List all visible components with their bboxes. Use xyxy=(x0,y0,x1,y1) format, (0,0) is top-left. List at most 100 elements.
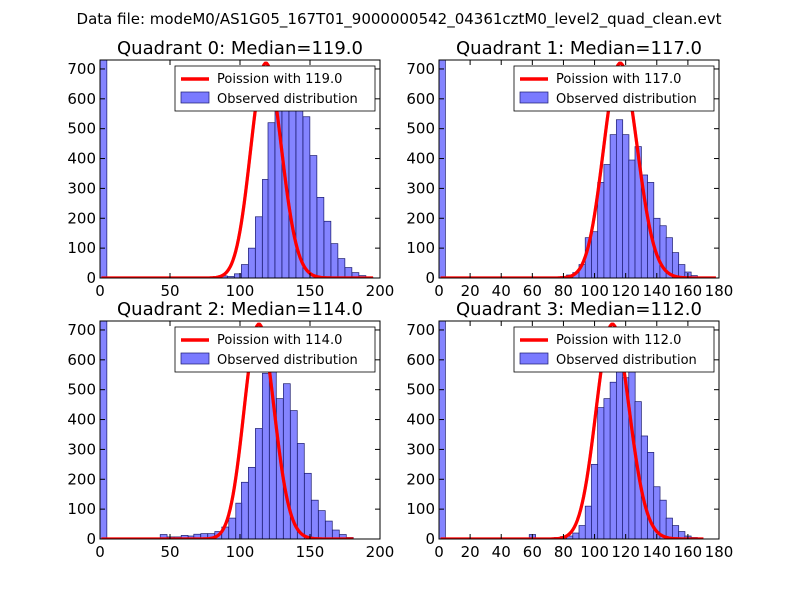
x-tick-label: 20 xyxy=(461,282,480,300)
legend: Poission with 114.0 Observed distribution xyxy=(174,326,376,373)
histogram-bar xyxy=(311,499,319,539)
y-tick-label: 0 xyxy=(86,530,96,548)
y-tick-label: 100 xyxy=(406,500,435,518)
x-tick-label: 0 xyxy=(434,543,444,561)
panel-title: Quadrant 3: Median=112.0 xyxy=(456,299,702,320)
histogram-bar xyxy=(323,220,332,278)
legend-label-poisson: Poission with 114.0 xyxy=(217,333,342,348)
x-tick-label: 60 xyxy=(523,282,542,300)
x-tick-label: 40 xyxy=(492,282,511,300)
poisson-curve xyxy=(440,61,716,278)
histogram-bar xyxy=(228,517,237,539)
x-tick-label: 50 xyxy=(160,282,179,300)
histogram-bar xyxy=(330,243,339,278)
panel-title: Quadrant 1: Median=117.0 xyxy=(456,38,702,59)
axes-frame xyxy=(438,320,720,540)
x-tick-label: 120 xyxy=(611,543,640,561)
histogram-bar xyxy=(615,119,624,278)
x-tick-label: 160 xyxy=(674,282,703,300)
figure-suptitle: Data file: modeM0/AS1G05_167T01_90000005… xyxy=(77,10,722,29)
legend-label-poisson: Poission with 117.0 xyxy=(556,72,681,87)
x-tick-label: 80 xyxy=(554,543,573,561)
histogram-bar xyxy=(309,155,318,278)
panel-title: Quadrant 2: Median=114.0 xyxy=(117,299,363,320)
y-tick-label: 400 xyxy=(406,411,435,429)
panel-quadrant-2: Quadrant 2: Median=114.0 0 100 200 300 400 50… xyxy=(67,299,394,561)
poisson-curve xyxy=(440,322,704,539)
x-tick-label: 200 xyxy=(366,543,395,561)
x-tick-label: 100 xyxy=(226,543,255,561)
y-tick-label: 700 xyxy=(67,321,96,339)
histogram-bar xyxy=(678,264,686,278)
x-tick-label: 60 xyxy=(523,543,542,561)
legend-bar-swatch xyxy=(519,91,549,104)
y-tick-label: 700 xyxy=(406,321,435,339)
x-tick-label: 50 xyxy=(160,543,179,561)
y-tick-label: 300 xyxy=(67,440,96,458)
x-tick-label: 180 xyxy=(705,543,734,561)
histogram-bar xyxy=(100,321,108,539)
x-tick-label: 0 xyxy=(434,282,444,300)
y-tick-label: 600 xyxy=(406,351,435,369)
x-tick-label: 40 xyxy=(492,543,511,561)
legend: Poission with 119.0 Observed distribution xyxy=(174,65,376,112)
histogram-bar xyxy=(316,197,325,278)
legend-label-observed: Observed distribution xyxy=(556,92,697,107)
histogram-bar xyxy=(255,216,263,278)
histogram-bar xyxy=(248,466,256,539)
histogram-bar xyxy=(100,60,108,278)
y-tick-label: 500 xyxy=(406,381,435,399)
x-tick-label: 80 xyxy=(554,282,573,300)
histogram-bar xyxy=(302,116,311,278)
y-tick-label: 600 xyxy=(67,351,96,369)
y-tick-label: 300 xyxy=(406,440,435,458)
histogram-bar xyxy=(591,231,599,278)
x-tick-label: 160 xyxy=(674,543,703,561)
legend-box xyxy=(513,65,715,112)
histogram-bar xyxy=(241,481,249,539)
y-tick-label: 300 xyxy=(406,179,435,197)
histogram-bar xyxy=(304,472,312,539)
histogram-bar xyxy=(248,247,256,278)
legend-label-observed: Observed distribution xyxy=(556,353,697,368)
histogram-bar xyxy=(572,532,580,539)
histogram-bar xyxy=(622,134,630,278)
y-tick-label: 500 xyxy=(67,381,96,399)
histogram-bar xyxy=(318,510,326,539)
y-tick-label: 200 xyxy=(67,209,96,227)
plot-area xyxy=(439,60,716,278)
y-tick-label: 200 xyxy=(406,209,435,227)
plot-area xyxy=(100,321,354,539)
y-tick-label: 100 xyxy=(406,239,435,257)
histogram-bar xyxy=(609,134,617,278)
legend-label-poisson: Poission with 112.0 xyxy=(556,333,681,348)
y-tick-label: 0 xyxy=(86,269,96,287)
histogram-bar xyxy=(665,517,673,539)
y-tick-label: 0 xyxy=(425,530,435,548)
panel-title: Quadrant 0: Median=119.0 xyxy=(117,38,363,59)
y-tick-label: 600 xyxy=(67,90,96,108)
legend-box xyxy=(513,326,715,373)
legend: Poission with 112.0 Observed distribution xyxy=(513,326,715,373)
histogram-bar xyxy=(439,321,446,539)
histogram-bar xyxy=(578,525,586,539)
axes-frame xyxy=(438,59,720,279)
histogram-bar xyxy=(241,264,249,278)
histogram-bar xyxy=(339,534,347,539)
legend-bar-swatch xyxy=(180,91,210,104)
y-tick-label: 400 xyxy=(67,150,96,168)
x-tick-label: 0 xyxy=(95,543,105,561)
x-tick-label: 140 xyxy=(642,282,671,300)
histogram-bar xyxy=(603,398,611,539)
y-tick-label: 700 xyxy=(406,60,435,78)
x-tick-label: 180 xyxy=(705,282,734,300)
y-tick-label: 0 xyxy=(425,269,435,287)
legend-bar-swatch xyxy=(519,352,549,365)
y-tick-label: 700 xyxy=(67,60,96,78)
panel-quadrant-3: Quadrant 3: Median=112.0 010020030040050… xyxy=(406,299,733,561)
histogram-bar xyxy=(288,86,297,278)
legend-label-observed: Observed distribution xyxy=(217,92,358,107)
y-tick-label: 500 xyxy=(406,120,435,138)
x-tick-label: 100 xyxy=(226,282,255,300)
